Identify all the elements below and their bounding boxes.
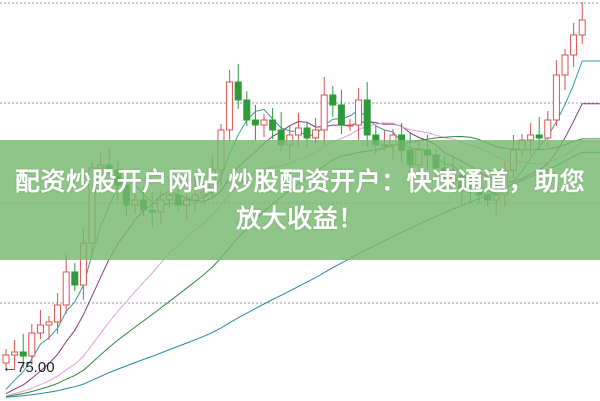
candle-body [226,81,234,131]
low-price-label: 75.00 [17,359,55,376]
candle-body [45,321,53,326]
candle-body [234,81,242,101]
candle-body [269,119,277,131]
candle-body [544,119,552,139]
low-price-marker: ←75.00 [2,359,55,376]
candle-body [320,94,328,131]
banner-title-line1: 配资炒股开户网站 炒股配资开户：快速通道，助您 [14,167,586,196]
candle-body [355,99,363,126]
candle-body [294,127,302,136]
candle-body [303,127,311,139]
promo-banner: 配资炒股开户网站 炒股配资开户：快速通道，助您 放大收益！ [0,140,600,260]
candle-body [312,129,320,139]
candle-body [561,54,569,76]
candle-body [552,74,560,121]
candle-body [260,119,268,126]
candle-body [346,124,354,127]
candle-body [337,104,345,126]
candle-body [28,332,36,357]
candle-body [54,304,62,323]
candle-body [363,99,371,136]
candle-body [329,94,337,106]
candle-body [570,34,578,56]
banner-title-line2: 放大收益！ [236,204,364,233]
candle-body [62,271,70,306]
candle-body [243,99,251,121]
candle-body [11,351,19,356]
candle-body [535,134,543,139]
candle-body [2,354,10,364]
candle-body [251,119,259,126]
candle-body [19,351,27,357]
candle-body [578,19,586,36]
candle-body [36,324,44,334]
candle-body [71,271,79,286]
